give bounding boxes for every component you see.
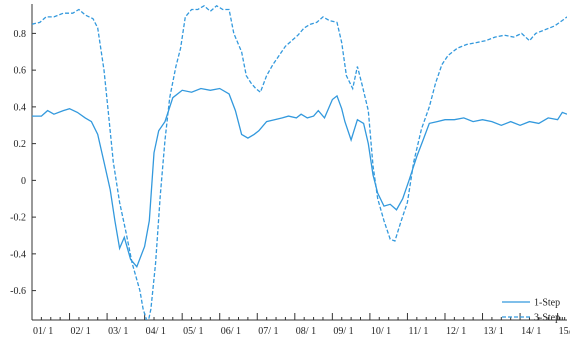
series-line-1-step	[32, 87, 567, 268]
x-tick-label: 02/ 1	[71, 326, 91, 337]
y-tick-label: 0.2	[14, 139, 27, 150]
x-tick-label: 06/ 1	[221, 326, 241, 337]
x-tick-label: 04/ 1	[146, 326, 166, 337]
x-tick-label: 03/ 1	[108, 326, 128, 337]
y-tick-label: -0.6	[10, 286, 26, 297]
y-tick-label: -0.2	[10, 213, 26, 224]
x-tick-label: 01/ 1	[33, 326, 53, 337]
chart-axes: 0.8 0.6 0.4 0.2 0 -0.2 -0.4 -0.6 01/ 1 02/ 1 03/ 1…	[10, 4, 570, 337]
x-tick-label: 09/ 1	[333, 326, 353, 337]
chart-legend: 1-Step 3-Step	[502, 298, 560, 324]
y-tick-label: 0	[21, 176, 26, 187]
legend-label: 1-Step	[534, 298, 560, 309]
y-tick-label: 0.6	[14, 66, 27, 77]
x-tick-label: 07/ 1	[258, 326, 278, 337]
series-line-3-step	[32, 5, 567, 320]
x-tick-label: 14/ 1	[521, 326, 541, 337]
x-tick-label: 12/ 1	[446, 326, 466, 337]
x-tick-label: 13/ 1	[484, 326, 504, 337]
plot-area	[32, 5, 567, 320]
legend-label: 3-Step	[534, 313, 560, 324]
x-tick-label: 10/ 1	[371, 326, 391, 337]
y-tick-label: 0.4	[14, 102, 27, 113]
y-tick-label: 0.8	[14, 29, 27, 40]
x-tick-label: 15/ 1	[559, 326, 570, 337]
x-tick-label: 05/ 1	[183, 326, 203, 337]
x-tick-label: 11/ 1	[408, 326, 428, 337]
x-tick-label: 08/ 1	[296, 326, 316, 337]
y-tick-label: -0.4	[10, 249, 26, 260]
